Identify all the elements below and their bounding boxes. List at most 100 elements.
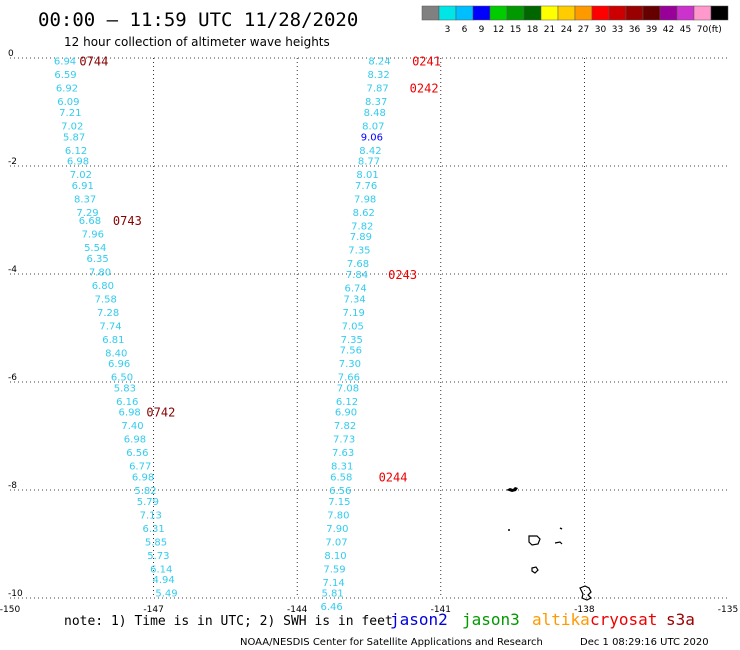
pass-time-label: 0241: [412, 55, 441, 69]
wave-height-value: 7.59: [323, 564, 345, 575]
y-tick-label: -10: [8, 589, 23, 599]
legend-label: 36: [629, 25, 641, 35]
wave-height-value: 8.42: [359, 146, 381, 157]
wave-height-value: 7.19: [343, 308, 365, 319]
wave-height-value: 7.29: [76, 208, 98, 219]
wave-height-value: 6.14: [150, 564, 172, 575]
x-tick-label: -138: [574, 605, 595, 615]
wave-height-value: 7.13: [140, 510, 162, 521]
wave-height-value: 6.96: [108, 359, 130, 370]
wave-height-value: 7.76: [355, 181, 377, 192]
legend-label: 21: [544, 25, 555, 35]
wave-height-value: 6.94: [54, 57, 76, 68]
legend-label: 24: [561, 25, 573, 35]
wave-height-value: 8.24: [368, 57, 390, 68]
wave-height-value: 7.90: [326, 524, 348, 535]
legend-color-box: [710, 5, 729, 21]
pass-time-label: 0244: [379, 471, 408, 485]
wave-height-value: 7.30: [339, 359, 361, 370]
wave-height-value: 9.06: [361, 132, 383, 143]
pass-time-label: 0744: [79, 55, 108, 69]
legend-color-box: [489, 5, 508, 21]
wave-height-value: 7.58: [95, 294, 117, 305]
wave-height-value: 8.37: [365, 97, 387, 108]
legend-label: 30: [595, 25, 607, 35]
wave-height-value: 7.73: [333, 435, 355, 446]
wave-height-value: 7.96: [82, 230, 104, 241]
pass-time-label: 0742: [146, 406, 175, 420]
wave-height-value: 6.31: [142, 524, 164, 535]
legend-color-box: [574, 5, 593, 21]
wave-height-value: 7.68: [347, 259, 369, 270]
legend-label: 3: [445, 25, 451, 35]
wave-height-value: 6.98: [124, 435, 146, 446]
wave-height-value: 5.73: [147, 551, 169, 562]
wave-height-value: 8.77: [358, 157, 380, 168]
wave-height-value: 6.56: [126, 448, 148, 459]
legend-color-box: [438, 5, 457, 21]
legend-label: 70: [697, 25, 709, 35]
wave-height-value: 7.14: [322, 578, 344, 589]
wave-height-value: 7.80: [89, 267, 111, 278]
y-tick-label: 0: [8, 49, 14, 59]
wave-height-value: 7.89: [350, 232, 372, 243]
wave-height-value: 7.84: [346, 270, 368, 281]
wave-height-value: 8.01: [356, 170, 378, 181]
legend-label: 33: [612, 25, 623, 35]
footer-note: note: 1) Time is in UTC; 2) SWH is in fe…: [64, 614, 393, 629]
wave-height-value: 5.82: [134, 486, 156, 497]
wave-height-value: 6.68: [79, 216, 101, 227]
legend-color-box: [659, 5, 678, 21]
wave-height-value: 7.05: [342, 321, 364, 332]
wave-height-value: 8.37: [74, 194, 96, 205]
axis-tick-labels: -150 -147 -144 -141 -138 -135 0 -2 -4 -6 -8 -10: [0, 49, 738, 615]
x-tick-label: -141: [431, 605, 451, 615]
wave-height-value: 7.87: [366, 84, 388, 95]
satellite-jason3-label: jason3: [462, 610, 520, 629]
wave-height-value: 5.81: [321, 589, 343, 600]
satellite-s3a-label: s3a: [666, 610, 695, 629]
wave-height-value: 6.58: [330, 473, 352, 484]
wave-height-value: 7.02: [61, 122, 83, 133]
satellite-legend: jason2 jason3 altika cryosat s3a: [390, 610, 695, 629]
wave-height-value: 5.54: [84, 243, 106, 254]
legend-label: 9: [479, 25, 485, 35]
wave-height-value: 7.63: [332, 448, 354, 459]
footer-credit: NOAA/NESDIS Center for Satellite Applica…: [240, 637, 543, 648]
wave-height-value: 7.28: [97, 308, 119, 319]
wave-height-value: 8.62: [353, 208, 375, 219]
chart-subtitle: 12 hour collection of altimeter wave hei…: [64, 35, 330, 49]
legend-color-box: [608, 5, 627, 21]
legend-label: 27: [578, 25, 589, 35]
x-tick-label: -150: [0, 605, 20, 615]
pass-time-label: 0743: [113, 214, 142, 228]
wave-height-value: 6.98: [119, 408, 141, 419]
wave-height-value: 6.12: [65, 146, 87, 157]
footer-timestamp: Dec 1 08:29:16 UTC 2020: [580, 637, 709, 648]
wave-height-value: 7.02: [70, 170, 92, 181]
wave-height-value: 7.40: [121, 421, 143, 432]
legend-color-box: [540, 5, 559, 21]
wave-height-value: 6.90: [335, 408, 357, 419]
y-tick-label: -2: [8, 157, 17, 167]
wave-height-value: 6.92: [56, 84, 78, 95]
color-legend: 3 6 9 12 15 18 21 24 27 30 33 36 39 42 45 70 (ft): [421, 5, 729, 35]
wave-height-value: 6.81: [102, 335, 124, 346]
wave-height-value: 5.85: [145, 537, 167, 548]
wave-height-value: 5.83: [114, 383, 136, 394]
wave-height-value: 7.80: [327, 510, 349, 521]
wave-height-value: 5.49: [155, 589, 177, 600]
wave-height-value: 6.50: [111, 373, 133, 384]
wave-height-value: 7.35: [341, 335, 363, 346]
wave-height-value: 7.82: [351, 221, 373, 232]
legend-color-box: [625, 5, 644, 21]
wave-height-value: 6.46: [321, 602, 343, 613]
wave-height-value: 7.15: [328, 497, 350, 508]
wave-height-value: 7.66: [338, 373, 360, 384]
legend-color-box: [676, 5, 695, 21]
legend-label: 18: [527, 25, 539, 35]
legend-label: 6: [462, 25, 468, 35]
legend-color-box: [523, 5, 542, 21]
wave-height-value: 6.77: [129, 462, 151, 473]
wave-height-value: 8.10: [324, 551, 346, 562]
